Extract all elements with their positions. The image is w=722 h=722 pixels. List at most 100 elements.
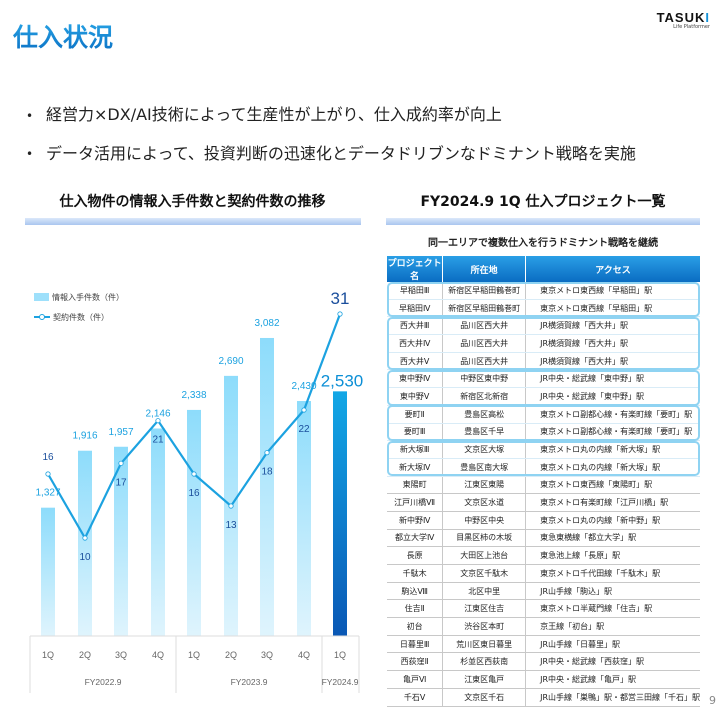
bar-value-label: 1,916 [72,431,97,442]
x-tick-label: 3Q [115,650,127,660]
location-cell: 品川区西大井 [442,334,527,353]
bar [187,409,201,636]
x-tick-label: 1Q [334,650,346,660]
access-cell: 東急東横線「都立大学」駅 [525,529,700,548]
project-name-cell: 駒込Ⅷ [387,582,444,601]
project-name-cell: 千駄木 [387,564,444,583]
line-value-label: 16 [188,488,200,499]
line-value-label: 21 [152,435,164,446]
access-cell: JR横須賀線「西大井」駅 [525,352,700,371]
location-cell: 江東区亀戸 [442,670,527,689]
project-name-cell: 新大塚Ⅲ [387,440,444,459]
bar-value-label: 2,530 [321,371,364,390]
bar-line-chart: 1,327 1,916 1,957 2,146 2,338 2,690 3,082 2,430… [29,289,364,693]
bullet-list: 経営力×DX/AI技術によって生産性が上がり、仕入成約率が向上 データ活用によっ… [26,96,636,173]
bar [78,450,92,636]
project-name-cell: 亀戸Ⅵ [387,670,444,689]
access-cell: JR山手線「駒込」駅 [525,582,700,601]
line-value-label: 22 [298,424,310,435]
line-value-label: 31 [331,289,350,308]
location-cell: 杉並区西荻南 [442,652,527,672]
line-point [228,503,234,509]
logo-text-accent: I [705,10,710,25]
project-name-cell: 早稲田Ⅳ [387,299,444,318]
location-cell: 大田区上池台 [442,546,527,565]
project-name-cell: 要町Ⅲ [387,423,444,442]
line-value-label: 16 [42,452,54,463]
line-point [82,535,88,541]
access-cell: JR中央・総武線「亀戸」駅 [525,670,700,689]
project-name-cell: 千石Ⅴ [387,688,444,707]
location-cell: 渋谷区本町 [442,617,527,636]
access-cell: 東京メトロ丸の内線「新大塚」駅 [525,440,700,459]
project-name-cell: 江戸川橋Ⅶ [387,493,444,512]
chart-legend: 情報入手件数（件） 契約件数（件） [34,287,124,327]
access-cell: 東京メトロ有楽町線「江戸川橋」駅 [525,493,700,512]
bar-value-label: 2,146 [145,408,170,419]
legend-label: 情報入手件数（件） [52,292,124,302]
logo-tagline: Life Platformer [673,24,710,30]
bar-value-label: 2,338 [181,390,206,401]
table-row: 千石Ⅴ 文京区千石 JR山手線「巣鴨」駅・都営三田線「千石」駅 [387,688,700,707]
bar-value-label: 3,082 [254,318,279,329]
project-name-cell: 東陽町 [387,476,444,495]
line-point [301,407,307,413]
location-cell: 豊島区南大塚 [442,458,527,477]
table-row: 要町Ⅱ 豊島区高松 東京メトロ副都心線・有楽町線「要町」駅 [387,405,700,424]
table-row: 西大井Ⅴ 品川区西大井 JR横須賀線「西大井」駅 [387,352,700,371]
fiscal-year-label: FY2023.9 [231,677,268,687]
table-row: 初台 渋谷区本町 京王線「初台」駅 [387,617,700,636]
page-title: 仕入状況 [13,18,113,54]
access-cell: 東京メトロ半蔵門線「住吉」駅 [525,599,700,619]
project-name-cell: 新中野Ⅳ [387,511,444,530]
access-cell: JR中央・総武線「西荻窪」駅 [525,652,700,672]
access-cell: 京王線「初台」駅 [525,617,700,636]
line-value-label: 13 [225,520,237,531]
project-table: プロジェクト名 所在地 アクセス 早稲田Ⅲ 新宿区早稲田鶴巻町 東京メトロ東西線「早… [387,256,700,707]
line-point [155,418,161,424]
fiscal-year-label: FY2022.9 [85,677,122,687]
table-row: 東陽町 江東区東陽 東京メトロ東西線「東陽町」駅 [387,476,700,495]
bullet-item: データ活用によって、投資判断の迅速化とデータドリブンなドミナント戦略を実施 [26,135,636,174]
line-point [45,471,51,477]
project-name-cell: 日暮里Ⅲ [387,635,444,654]
location-cell: 中野区中央 [442,511,527,530]
project-name-cell: 東中野Ⅳ [387,369,444,389]
bar-value-label: 1,957 [108,427,133,438]
x-tick-label: 2Q [79,650,91,660]
location-cell: 江東区東陽 [442,476,527,495]
access-cell: 東京メトロ丸の内線「新中野」駅 [525,511,700,530]
x-tick-label: 4Q [152,650,164,660]
table-row: 江戸川橋Ⅶ 文京区水道 東京メトロ有楽町線「江戸川橋」駅 [387,493,700,512]
fiscal-year-label: FY2024.9 [322,677,359,687]
project-name-cell: 長原 [387,546,444,565]
project-name-cell: 都立大学Ⅳ [387,529,444,548]
project-name-cell: 新大塚Ⅳ [387,458,444,477]
access-cell: 東京メトロ丸の内線「新大塚」駅 [525,458,700,477]
table-row: 要町Ⅲ 豊島区千早 東京メトロ副都心線・有楽町線「要町」駅 [387,423,700,442]
legend-bar-swatch [34,293,49,301]
line-value-label: 17 [115,477,127,488]
bar [151,428,165,636]
bar [114,446,128,636]
section-divider [386,218,700,225]
x-tick-label: 1Q [188,650,200,660]
x-tick-label: 1Q [42,650,54,660]
line-value-label: 10 [79,552,91,563]
line-point [264,450,270,456]
table-row: 日暮里Ⅲ 荒川区東日暮里 JR山手線「日暮里」駅 [387,635,700,654]
table-row: 西大井Ⅲ 品川区西大井 JR横須賀線「西大井」駅 [387,316,700,336]
table-row: 西大井Ⅳ 品川区西大井 JR横須賀線「西大井」駅 [387,334,700,353]
project-list-title: FY2024.9 1Q 仕入プロジェクト一覧 [420,194,666,210]
table-row: 千駄木 文京区千駄木 東京メトロ千代田線「千駄木」駅 [387,564,700,583]
project-name-cell: 東中野Ⅴ [387,387,444,406]
x-tick-label: 3Q [261,650,273,660]
project-name-cell: 住吉Ⅱ [387,599,444,619]
section-divider [25,218,361,225]
page-number: 9 [709,694,716,707]
column-header-project: プロジェクト名 [387,256,444,282]
bar-value-label: 2,690 [218,356,243,367]
line-point [118,460,124,466]
table-row: 新大塚Ⅲ 文京区大塚 東京メトロ丸の内線「新大塚」駅 [387,440,700,459]
line-value-label: 18 [261,467,273,478]
